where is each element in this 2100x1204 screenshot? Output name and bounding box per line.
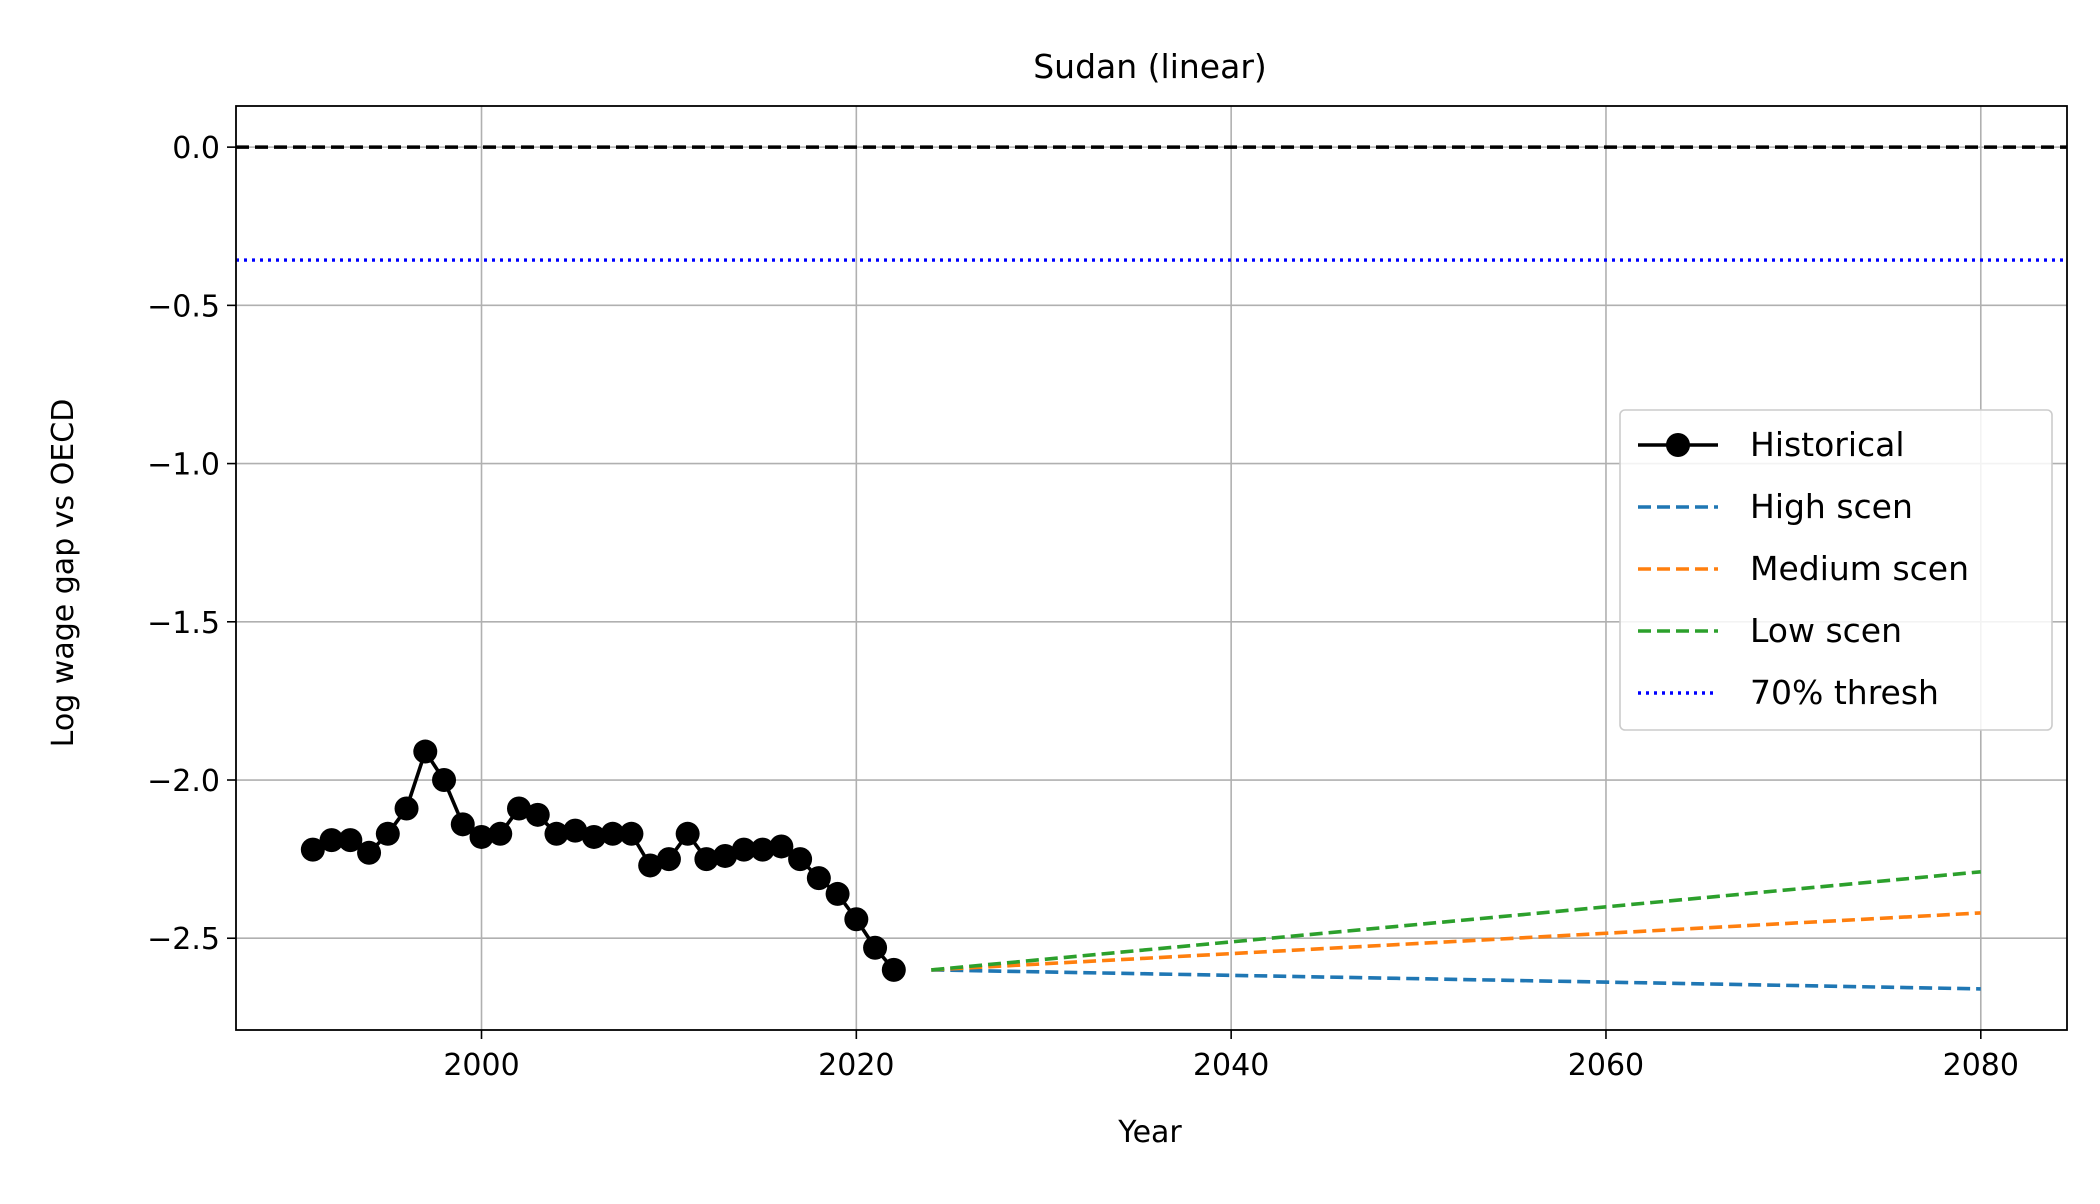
legend-label-medium-scen: Medium scen (1750, 549, 1969, 588)
data-point-historical (525, 802, 550, 827)
data-point-historical (619, 821, 644, 846)
data-point-historical (675, 821, 700, 846)
y-tick-label: −0.5 (147, 289, 220, 324)
data-point-historical (375, 821, 400, 846)
data-point-historical (544, 821, 569, 846)
series-line-high-scen (931, 968, 1981, 991)
y-tick-label: −1.5 (147, 606, 220, 641)
axes-frame (235, 105, 2068, 1031)
y-tick-label: −2.0 (147, 764, 220, 799)
grid (236, 106, 2067, 1030)
x-tick-label: 2060 (1568, 1048, 1644, 1083)
data-point-historical (432, 768, 457, 793)
y-tick-label: −1.0 (147, 448, 220, 483)
data-point-historical (600, 821, 625, 846)
data-point-historical (488, 821, 513, 846)
data-point-historical (863, 935, 888, 960)
x-axis-label: Year (1117, 1115, 1182, 1150)
data-point-historical (694, 847, 719, 872)
data-point-historical (469, 824, 494, 849)
data-point-historical (563, 818, 588, 843)
data-point-historical (394, 796, 419, 821)
series-line-medium-scen (931, 911, 1981, 972)
data-point-historical (788, 847, 813, 872)
legend-box (1619, 409, 2053, 731)
data-point-historical (713, 843, 738, 868)
data-point-historical (581, 824, 606, 849)
data-point-historical (338, 828, 363, 853)
data-point-historical (506, 796, 531, 821)
reference-lines (236, 145, 2067, 262)
data-point-historical (825, 881, 850, 906)
legend-label-70-thresh: 70% thresh (1750, 673, 1939, 712)
data-point-historical (844, 907, 869, 932)
series-line-low-scen (931, 870, 1981, 972)
y-axis-label: Log wage gap vs OECD (46, 399, 81, 748)
data-point-historical (806, 866, 831, 891)
y-tick-label: −2.5 (147, 922, 220, 957)
data-point-historical (450, 812, 475, 837)
data-point-historical (300, 837, 325, 862)
chart-title: Sudan (linear) (1033, 47, 1267, 86)
x-tick-label: 2020 (818, 1048, 894, 1083)
plot-frame (235, 105, 2068, 1031)
legend-label-historical: Historical (1750, 425, 1905, 464)
axis-ticks: 2000 2020 2040 2060 2080 0.0 −0.5 −1.0 −1.5 −2.0 −… (147, 131, 2019, 1083)
data-point-historical (750, 837, 775, 862)
x-tick-label: 2000 (443, 1048, 519, 1083)
legend-label-low-scen: Low scen (1750, 611, 1902, 650)
data-point-historical (731, 837, 756, 862)
y-tick-label: 0.0 (172, 131, 220, 166)
data-point-historical (638, 853, 663, 878)
x-tick-label: 2040 (1193, 1048, 1269, 1083)
x-tick-label: 2080 (1943, 1048, 2019, 1083)
series-lines (300, 739, 1981, 991)
legend: Historical High scen Medium scen Low scen 70… (1619, 409, 2053, 731)
data-point-historical (319, 828, 344, 853)
legend-label-high-scen: High scen (1750, 487, 1913, 526)
data-point-historical (357, 840, 382, 865)
data-point-historical (413, 739, 438, 764)
data-point-historical (769, 834, 794, 859)
data-point-historical (656, 847, 681, 872)
legend-marker (1666, 433, 1690, 457)
data-point-historical (881, 957, 906, 982)
